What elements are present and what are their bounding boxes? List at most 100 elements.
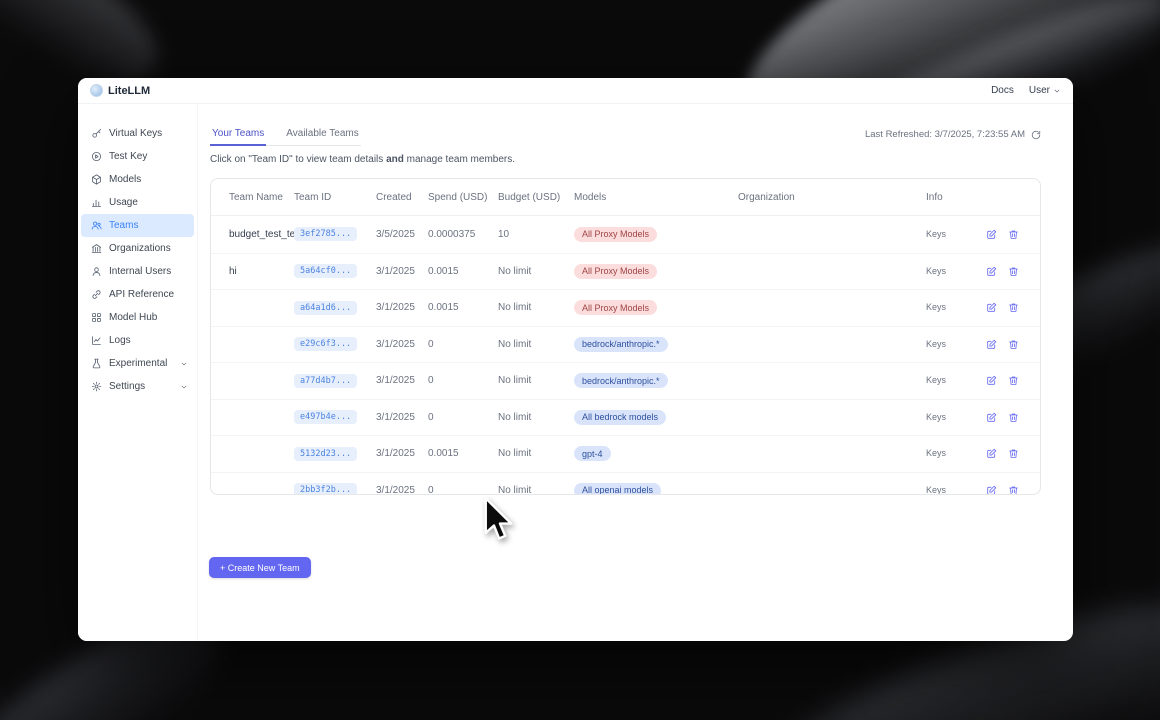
edit-icon[interactable] xyxy=(986,229,997,240)
team-id-link[interactable]: 5132d23... xyxy=(294,446,358,461)
team-id-link[interactable]: e29c6f3... xyxy=(294,337,358,352)
team-id-link[interactable]: 5a64cf0... xyxy=(294,264,358,279)
edit-icon[interactable] xyxy=(986,302,997,313)
sidebar-item-label: API Reference xyxy=(109,289,175,300)
docs-link[interactable]: Docs xyxy=(991,85,1014,96)
trash-icon[interactable] xyxy=(1008,229,1019,240)
spend-cell: 0.0015 xyxy=(428,302,498,313)
spend-value: 0 xyxy=(428,484,434,495)
trash-icon[interactable] xyxy=(1008,302,1019,313)
chevron-down-icon xyxy=(1054,89,1060,92)
table-row: e29c6f3... 3/1/2025 0 No limit bedrock/anthr… xyxy=(211,325,1040,363)
refresh-icon[interactable] xyxy=(1031,130,1041,140)
actions-cell xyxy=(986,448,1040,459)
sidebar-item-label: Organizations xyxy=(109,243,171,254)
teams-table: Team Name Team ID Created Spend (USD) Budget… xyxy=(210,178,1041,495)
info-links[interactable]: Keys xyxy=(926,302,947,313)
experimental-icon xyxy=(92,358,101,369)
app-window: LiteLLM Docs User Virtual Keys Test Key Mo… xyxy=(78,78,1073,641)
team-id-link[interactable]: e497b4e... xyxy=(294,410,358,425)
info-links[interactable]: Keys xyxy=(926,265,947,276)
spend-cell: 0 xyxy=(428,339,498,350)
created-cell: 3/5/2025 xyxy=(376,229,428,240)
info-cell: Keys xyxy=(926,374,986,387)
sidebar-item-label: Models xyxy=(109,174,142,185)
edit-icon[interactable] xyxy=(986,339,997,350)
team-id-link[interactable]: 2bb3f2b... xyxy=(294,483,358,494)
sidebar-item-organizations[interactable]: Organizations xyxy=(81,237,194,260)
created-cell: 3/1/2025 xyxy=(376,448,428,459)
team-id-link[interactable]: 3ef2785... xyxy=(294,227,358,242)
spend-cell: 0.0015 xyxy=(428,448,498,459)
team-id-link[interactable]: a77d4b7... xyxy=(294,373,358,388)
sidebar-item-experimental[interactable]: Experimental xyxy=(81,352,194,375)
sidebar-item-logs[interactable]: Logs xyxy=(81,329,194,352)
budget-value: No limit xyxy=(498,448,532,460)
edit-icon[interactable] xyxy=(986,375,997,386)
info-links[interactable]: Keys xyxy=(926,484,947,495)
sidebar-item-virtual-keys[interactable]: Virtual Keys xyxy=(81,122,194,145)
column-header-team-name: Team Name xyxy=(229,191,283,203)
info-links[interactable]: Keys xyxy=(926,375,947,386)
user-menu[interactable]: User xyxy=(1029,85,1061,96)
tab-your-teams[interactable]: Your Teams xyxy=(210,128,267,146)
budget-value: No limit xyxy=(498,375,532,387)
brand: LiteLLM xyxy=(90,84,150,97)
sidebar-item-settings[interactable]: Settings xyxy=(81,375,194,398)
models-cell: All openai models xyxy=(574,482,738,494)
info-cell: Keys xyxy=(926,228,986,241)
sidebar-item-models[interactable]: Models xyxy=(81,168,194,191)
models-cell: All bedrock models xyxy=(574,409,738,425)
models-cell: All Proxy Models xyxy=(574,226,738,242)
trash-icon[interactable] xyxy=(1008,266,1019,277)
info-links[interactable]: Keys xyxy=(926,411,947,422)
team-id-cell: 2bb3f2b... xyxy=(294,483,376,494)
info-links[interactable]: Keys xyxy=(926,448,947,459)
trash-icon[interactable] xyxy=(1008,448,1019,459)
column-header-team-id: Team ID xyxy=(294,191,332,203)
created-date: 3/1/2025 xyxy=(376,265,415,277)
trash-icon[interactable] xyxy=(1008,375,1019,386)
created-date: 3/1/2025 xyxy=(376,302,415,314)
sidebar-item-teams[interactable]: Teams xyxy=(81,214,194,237)
created-cell: 3/1/2025 xyxy=(376,302,428,313)
team-id-cell: a64a1d6... xyxy=(294,300,376,315)
actions-cell xyxy=(986,375,1040,386)
trash-icon[interactable] xyxy=(1008,485,1019,495)
sidebar-item-internal-users[interactable]: Internal Users xyxy=(81,260,194,283)
actions-cell xyxy=(986,266,1040,277)
sidebar-item-usage[interactable]: Usage xyxy=(81,191,194,214)
edit-icon[interactable] xyxy=(986,412,997,423)
edit-icon[interactable] xyxy=(986,485,997,495)
sidebar-item-label: Experimental xyxy=(109,358,168,369)
edit-icon[interactable] xyxy=(986,266,997,277)
sidebar-item-label: Virtual Keys xyxy=(109,128,163,139)
sidebar-item-test-key[interactable]: Test Key xyxy=(81,145,194,168)
team-id-cell: e29c6f3... xyxy=(294,337,376,352)
model-badge: All bedrock models xyxy=(574,409,667,425)
budget-cell: No limit xyxy=(498,448,574,459)
sidebar-item-api-reference[interactable]: API Reference xyxy=(81,283,194,306)
spend-cell: 0.0015 xyxy=(428,266,498,277)
trash-icon[interactable] xyxy=(1008,339,1019,350)
model-badge: All openai models xyxy=(574,482,662,494)
edit-icon[interactable] xyxy=(986,448,997,459)
budget-value: No limit xyxy=(498,484,532,495)
info-links[interactable]: Keys xyxy=(926,228,947,239)
team-name: budget_test_team xyxy=(229,228,310,240)
tab-available-teams[interactable]: Available Teams xyxy=(286,128,359,139)
table-body: budget_test_team 3ef2785... 3/5/2025 0.0000… xyxy=(211,216,1040,495)
created-date: 3/5/2025 xyxy=(376,228,415,240)
sidebar-item-model-hub[interactable]: Model Hub xyxy=(81,306,194,329)
team-id-cell: e497b4e... xyxy=(294,410,376,425)
info-cell: Keys xyxy=(926,338,986,351)
create-new-team-button[interactable]: + Create New Team xyxy=(209,557,311,578)
team-id-link[interactable]: a64a1d6... xyxy=(294,300,358,315)
table-row: 5132d23... 3/1/2025 0.0015 No limit gpt-4 Key… xyxy=(211,435,1040,472)
column-header-models: Models xyxy=(574,191,607,203)
trash-icon[interactable] xyxy=(1008,412,1019,423)
spend-value: 0.0015 xyxy=(428,302,459,314)
info-links[interactable]: Keys xyxy=(926,338,947,349)
column-header-budget-usd: Budget (USD) xyxy=(498,191,561,203)
column-header-spend-usd: Spend (USD) xyxy=(428,191,488,203)
